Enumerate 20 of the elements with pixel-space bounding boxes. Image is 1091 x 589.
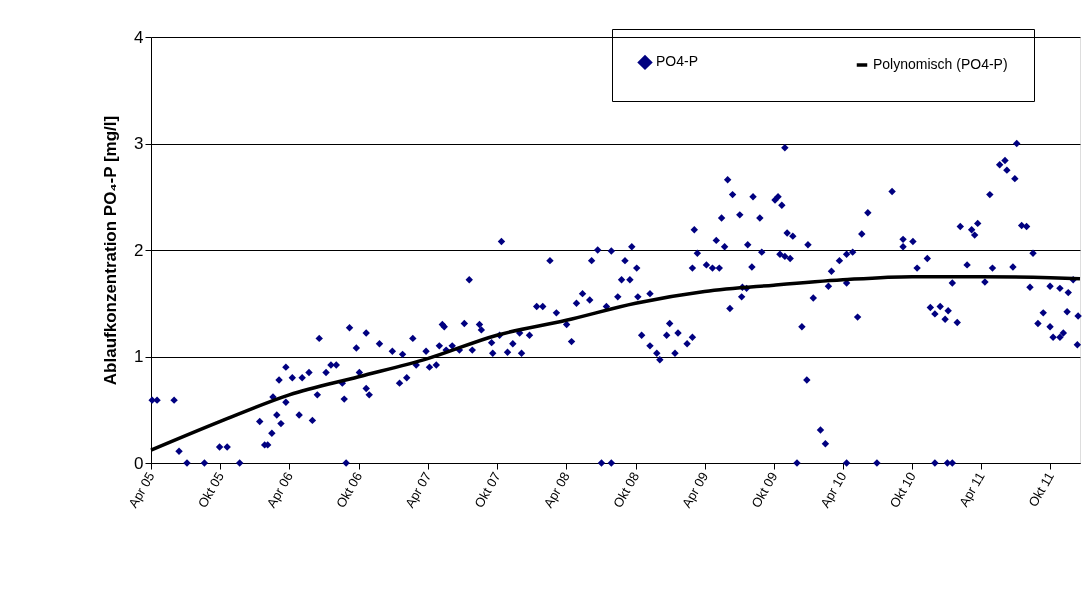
legend-label: PO4-P [656,53,699,70]
x-tick-label: Okt 06 [333,469,366,511]
x-tick-label: Apr 11 [956,469,988,510]
x-tick-label: Apr 06 [263,469,296,511]
y-axis-title: Ablaufkonzentration PO₄-P [mg/l] [101,115,121,386]
x-tick-label: Apr 09 [678,469,712,511]
legend-label: Polynomisch (PO4-P) [873,56,1008,72]
x-tick-label: Okt 08 [610,469,643,511]
y-tick-label: 3 [134,134,144,153]
x-tick-label: Apr 07 [401,469,435,511]
y-tick-label: 2 [134,240,144,260]
x-tick-label: Okt 10 [886,469,919,511]
x-tick-label: Okt 11 [1025,469,1058,510]
x-tick-label: Okt 07 [471,469,504,511]
x-tick-label: Apr 10 [817,469,850,511]
x-tick-label: Apr 08 [540,469,573,511]
x-tick-label: Okt 05 [194,469,227,511]
x-tick-label: Okt 09 [748,469,781,511]
y-tick-label: 1 [134,347,144,366]
y-tick-label: 4 [134,27,144,47]
